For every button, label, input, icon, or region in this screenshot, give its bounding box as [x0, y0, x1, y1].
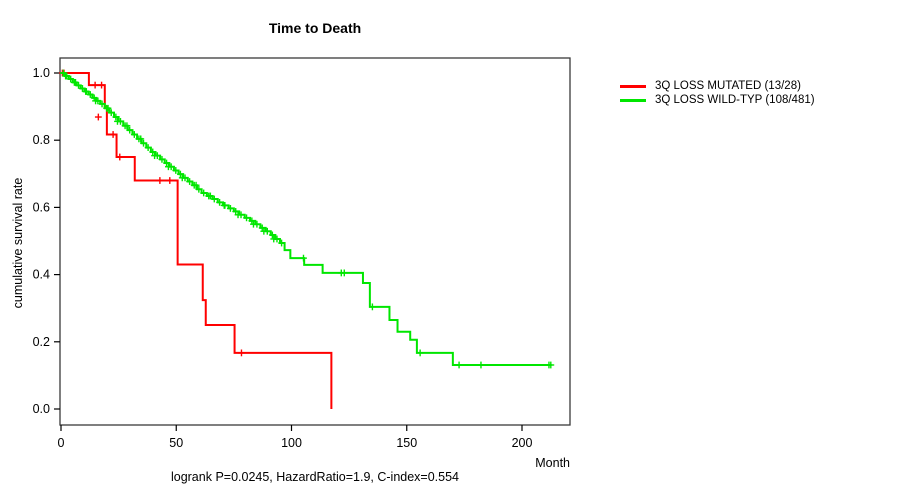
- legend-label: 3Q LOSS WILD-TYP (108/481): [655, 94, 815, 106]
- y-tick-label: 0.4: [33, 268, 50, 282]
- x-tick-label: 50: [169, 436, 183, 450]
- plot-frame: [59, 57, 571, 426]
- y-tick-label: 0.8: [33, 133, 50, 147]
- censor-marks: [59, 69, 555, 369]
- legend-item: 3Q LOSS MUTATED (13/28): [620, 79, 815, 93]
- x-axis: 0 50 100 150 200: [58, 425, 533, 450]
- legend: 3Q LOSS MUTATED (13/28) 3Q LOSS WILD-TYP…: [620, 79, 815, 107]
- legend-label: 3Q LOSS MUTATED (13/28): [655, 80, 801, 92]
- chart-title: Time to Death: [268, 20, 362, 36]
- legend-line-swatch-mutated: [620, 84, 646, 88]
- stats-caption: logrank P=0.0245, HazardRatio=1.9, C-ind…: [170, 470, 460, 484]
- y-tick-label: 1.0: [33, 66, 50, 80]
- y-axis-title: cumulative survival rate: [11, 177, 25, 309]
- km-step-line: [61, 72, 333, 409]
- y-tick-label: 0.0: [33, 402, 50, 416]
- x-tick-label: 200: [512, 436, 533, 450]
- km-step-line: [61, 72, 551, 366]
- y-axis: 0.0 0.2 0.4 0.6 0.8 1.0: [33, 66, 60, 416]
- legend-line-swatch-wildtype: [620, 98, 646, 102]
- x-tick-label: 0: [58, 436, 65, 450]
- x-tick-label: 100: [281, 436, 302, 450]
- y-tick-label: 0.2: [33, 335, 50, 349]
- censor-marks: [58, 69, 245, 357]
- survival-curve-wildtype: [59, 69, 555, 369]
- x-tick-label: 150: [396, 436, 417, 450]
- x-axis-title: Month: [535, 456, 570, 470]
- y-tick-label: 0.6: [33, 200, 50, 214]
- survival-curve-mutated: [58, 69, 333, 409]
- legend-item: 3Q LOSS WILD-TYP (108/481): [620, 93, 815, 107]
